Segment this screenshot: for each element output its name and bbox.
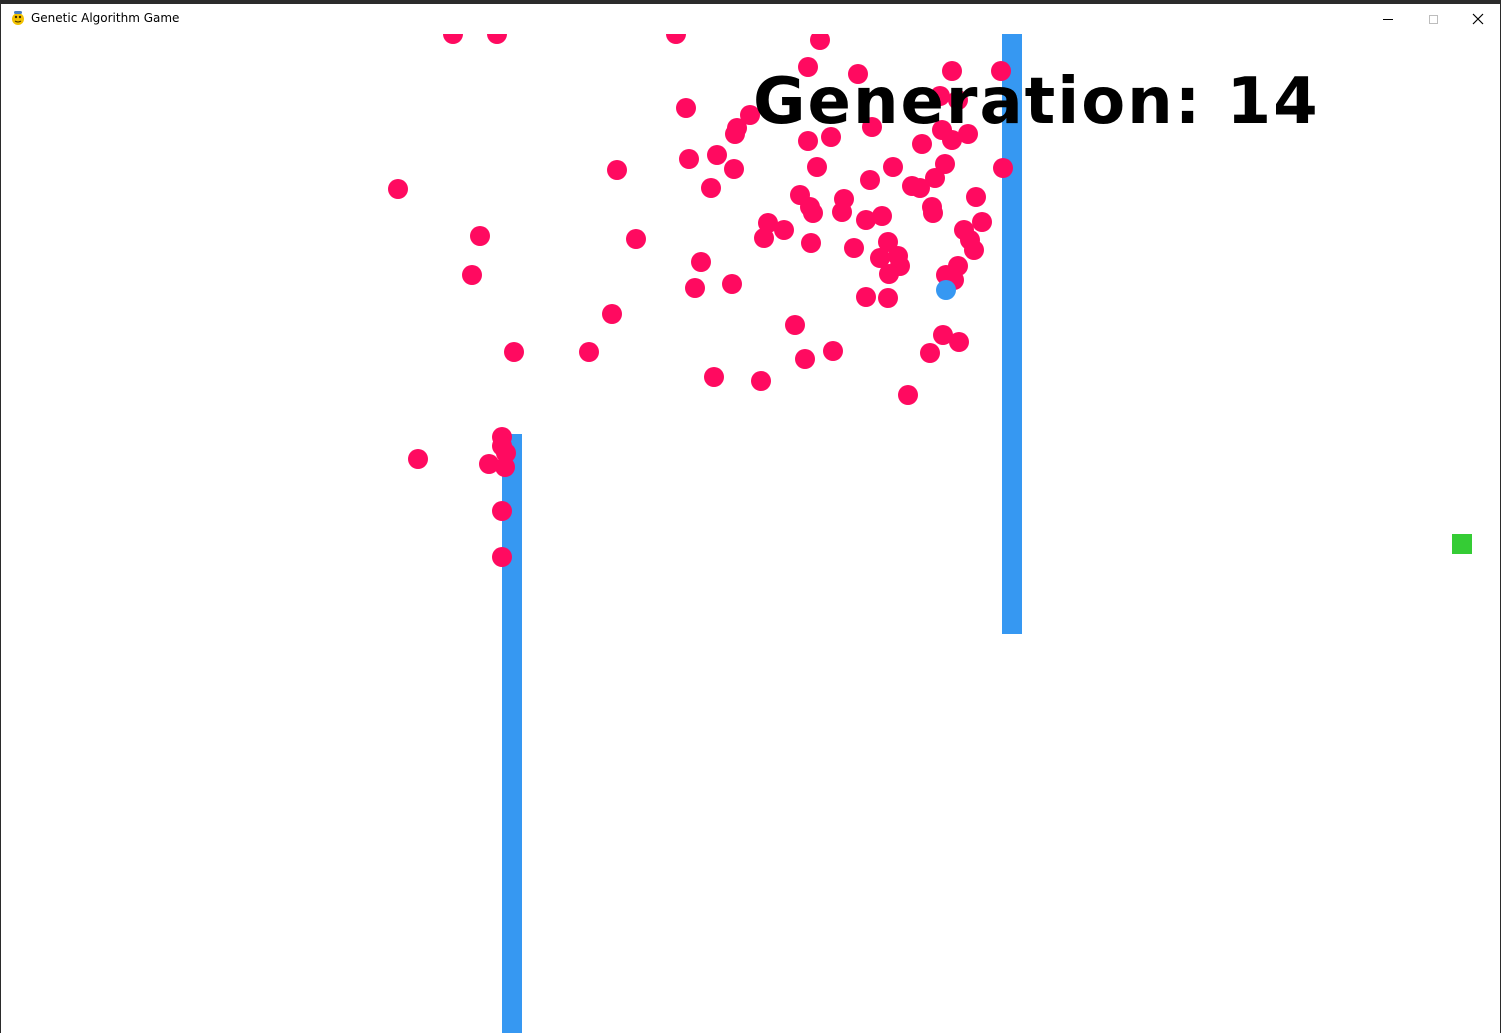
population-dot — [823, 341, 843, 361]
title-bar[interactable]: Genetic Algorithm Game — [1, 4, 1500, 34]
population-dot — [844, 238, 864, 258]
population-dot — [856, 210, 876, 230]
python-snake-icon — [12, 11, 24, 25]
window-title: Genetic Algorithm Game — [31, 11, 180, 25]
population-dot — [724, 159, 744, 179]
population-dot — [798, 57, 818, 77]
population-dot — [707, 145, 727, 165]
maximize-button[interactable] — [1410, 4, 1456, 34]
population-dot — [626, 229, 646, 249]
population-dot — [832, 202, 852, 222]
population-dot — [388, 179, 408, 199]
population-dot — [579, 342, 599, 362]
population-dot — [948, 90, 968, 110]
population-dot — [462, 265, 482, 285]
population-dot — [991, 61, 1011, 81]
population-dot — [751, 371, 771, 391]
population-dot — [848, 64, 868, 84]
population-dot — [685, 278, 705, 298]
population-dot — [676, 98, 696, 118]
population-dot — [487, 34, 507, 44]
population-dot — [691, 252, 711, 272]
population-dot — [821, 127, 841, 147]
population-dot — [492, 501, 512, 521]
close-icon — [1472, 13, 1484, 25]
population-dot — [704, 367, 724, 387]
population-dot — [942, 61, 962, 81]
minimize-button[interactable] — [1365, 4, 1411, 34]
population-dot — [883, 157, 903, 177]
population-dot — [966, 187, 986, 207]
population-dot — [470, 226, 490, 246]
population-dot — [722, 274, 742, 294]
population-dot — [740, 105, 760, 125]
population-dot — [872, 206, 892, 226]
population-dot — [879, 264, 899, 284]
population-dot — [725, 124, 745, 144]
population-dot — [785, 315, 805, 335]
population-dot — [923, 203, 943, 223]
minimize-icon — [1383, 18, 1393, 20]
population-dot — [504, 342, 524, 362]
population-dot — [801, 233, 821, 253]
population-dot — [443, 34, 463, 44]
population-dot — [408, 449, 428, 469]
game-window: Genetic Algorithm Game Generation: 14 — [1, 4, 1500, 1033]
population-dot — [925, 168, 945, 188]
population-dot — [870, 248, 890, 268]
population-dot — [856, 287, 876, 307]
close-button[interactable] — [1455, 4, 1500, 34]
maximize-icon — [1428, 14, 1438, 24]
generation-counter: Generation: 14 — [753, 65, 1320, 139]
population-dot — [860, 170, 880, 190]
population-dot — [878, 288, 898, 308]
population-dot — [958, 124, 978, 144]
population-dot — [949, 332, 969, 352]
population-dot — [492, 547, 512, 567]
population-dot — [607, 160, 627, 180]
goal-square — [1452, 534, 1472, 554]
population-dot — [810, 34, 830, 50]
game-canvas: Generation: 14 — [1, 34, 1500, 1033]
population-dot — [933, 325, 953, 345]
obstacle-wall-upper — [1002, 34, 1022, 634]
population-dot — [912, 134, 932, 154]
population-dot — [807, 157, 827, 177]
population-dot — [993, 158, 1013, 178]
population-dot — [602, 304, 622, 324]
population-dot — [754, 228, 774, 248]
population-dot — [972, 212, 992, 232]
population-dot — [666, 34, 686, 44]
population-dot — [758, 213, 778, 233]
population-dot — [798, 131, 818, 151]
population-dot — [701, 178, 721, 198]
population-dot — [898, 385, 918, 405]
population-dot — [878, 232, 898, 252]
population-dot — [479, 454, 499, 474]
population-dot — [910, 178, 930, 198]
population-dot — [930, 86, 950, 106]
population-dot — [964, 240, 984, 260]
population-dot — [920, 343, 940, 363]
game-scene — [388, 34, 1472, 1033]
population-dot — [862, 117, 882, 137]
population-dot — [935, 154, 955, 174]
population-dot — [495, 457, 515, 477]
population-dot — [795, 349, 815, 369]
population-dot — [803, 203, 823, 223]
best-dot — [936, 280, 956, 300]
population-dot — [679, 149, 699, 169]
population-dot — [942, 130, 962, 150]
obstacle-wall-lower — [502, 434, 522, 1033]
population-dot — [774, 220, 794, 240]
